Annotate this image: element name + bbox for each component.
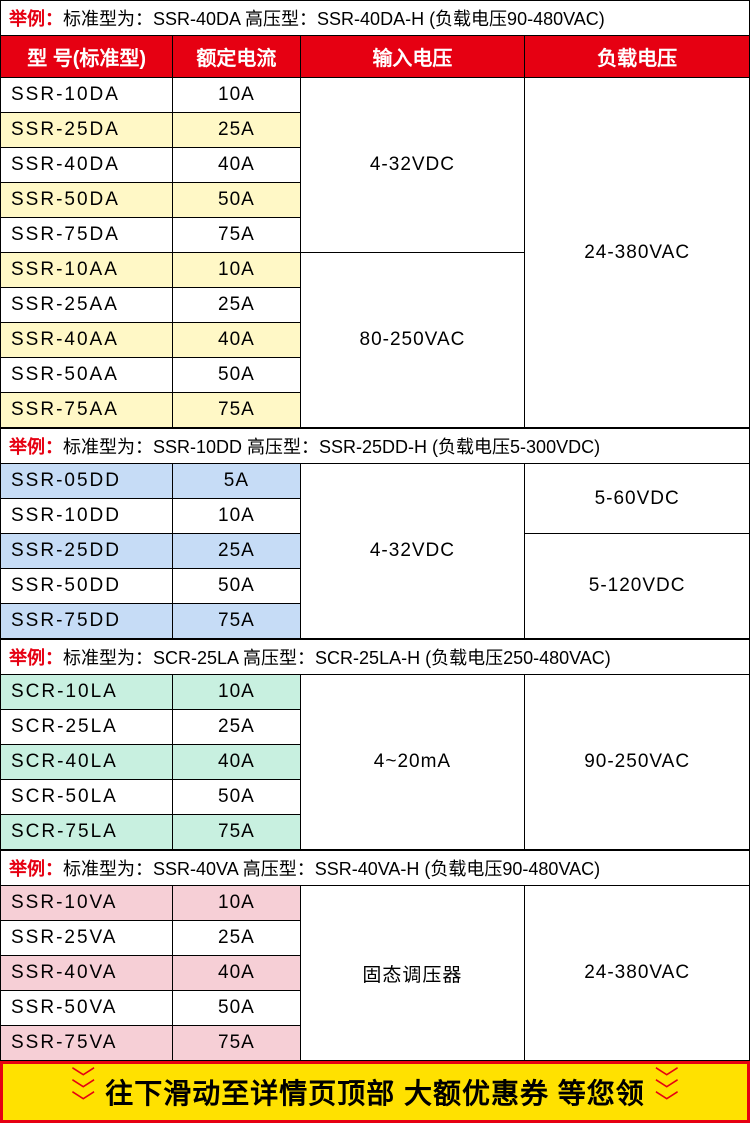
current-cell: 10A [173,675,300,710]
table-row: SSR-10VA10A固态调压器24-380VAC [1,886,750,921]
table-header: 额定电流 [173,36,300,78]
current-cell: 50A [173,780,300,815]
model-cell: SSR-10DA [1,78,173,113]
current-cell: 10A [173,886,300,921]
current-cell: 5A [173,464,300,499]
current-cell: 25A [173,113,300,148]
current-cell: 25A [173,534,300,569]
table-row: SSR-10DA10A4-32VDC24-380VAC [1,78,750,113]
example-row: 举例：标准型为：SSR-40DA 高压型：SSR-40DA-H (负载电压90-… [0,0,750,35]
table-header: 负载电压 [525,36,750,78]
current-cell: 25A [173,921,300,956]
current-cell: 40A [173,323,300,358]
load-voltage-cell: 5-120VDC [525,534,750,639]
model-cell: SCR-10LA [1,675,173,710]
spec-table: SSR-10VA10A固态调压器24-380VACSSR-25VA25ASSR-… [0,885,750,1061]
model-cell: SSR-40DA [1,148,173,183]
spec-table: SSR-05DD5A4-32VDC5-60VDCSSR-10DD10ASSR-2… [0,463,750,639]
current-cell: 25A [173,288,300,323]
current-cell: 75A [173,815,300,850]
model-cell: SSR-10DD [1,499,173,534]
input-voltage-cell: 4~20mA [300,675,525,850]
model-cell: SSR-40VA [1,956,173,991]
model-cell: SSR-25AA [1,288,173,323]
current-cell: 25A [173,710,300,745]
current-cell: 40A [173,745,300,780]
model-cell: SSR-75DA [1,218,173,253]
input-voltage-cell: 固态调压器 [300,886,525,1061]
current-cell: 50A [173,569,300,604]
current-cell: 50A [173,358,300,393]
model-cell: SSR-75AA [1,393,173,428]
model-cell: SSR-25DA [1,113,173,148]
chevron-down-icon: ﹀﹀﹀ [71,1074,95,1110]
example-label: 举例： [9,859,63,879]
load-voltage-cell: 24-380VAC [525,886,750,1061]
current-cell: 75A [173,393,300,428]
spec-table: 型 号(标准型)额定电流输入电压负载电压SSR-10DA10A4-32VDC24… [0,35,750,428]
current-cell: 50A [173,991,300,1026]
example-row: 举例：标准型为：SCR-25LA 高压型：SCR-25LA-H (负载电压250… [0,639,750,674]
current-cell: 75A [173,1026,300,1061]
table-header: 型 号(标准型) [1,36,173,78]
example-row: 举例：标准型为：SSR-10DD 高压型：SSR-25DD-H (负载电压5-3… [0,428,750,463]
model-cell: SSR-50DD [1,569,173,604]
example-label: 举例： [9,437,63,457]
input-voltage-cell: 4-32VDC [300,78,525,253]
spec-table: SCR-10LA10A4~20mA90-250VACSCR-25LA25ASCR… [0,674,750,850]
model-cell: SSR-40AA [1,323,173,358]
current-cell: 75A [173,218,300,253]
current-cell: 50A [173,183,300,218]
model-cell: SSR-50AA [1,358,173,393]
current-cell: 40A [173,148,300,183]
model-cell: SSR-10VA [1,886,173,921]
footer-banner: ﹀﹀﹀ 往下滑动至详情页顶部 大额优惠券 等您领 ﹀﹀﹀ [0,1061,750,1123]
model-cell: SSR-25VA [1,921,173,956]
model-cell: SSR-25DD [1,534,173,569]
input-voltage-cell: 4-32VDC [300,464,525,639]
table-row: SCR-10LA10A4~20mA90-250VAC [1,675,750,710]
example-text: 标准型为：SSR-40DA 高压型：SSR-40DA-H (负载电压90-480… [63,9,605,29]
load-voltage-cell: 24-380VAC [525,78,750,428]
example-text: 标准型为：SSR-40VA 高压型：SSR-40VA-H (负载电压90-480… [63,859,600,879]
model-cell: SSR-75DD [1,604,173,639]
load-voltage-cell: 90-250VAC [525,675,750,850]
example-text: 标准型为：SSR-10DD 高压型：SSR-25DD-H (负载电压5-300V… [63,437,600,457]
model-cell: SCR-40LA [1,745,173,780]
model-cell: SCR-75LA [1,815,173,850]
model-cell: SSR-50VA [1,991,173,1026]
load-voltage-cell: 5-60VDC [525,464,750,534]
model-cell: SSR-05DD [1,464,173,499]
chevron-down-icon: ﹀﹀﹀ [655,1074,679,1110]
current-cell: 10A [173,78,300,113]
example-label: 举例： [9,9,63,29]
example-label: 举例： [9,648,63,668]
current-cell: 40A [173,956,300,991]
model-cell: SSR-50DA [1,183,173,218]
model-cell: SCR-25LA [1,710,173,745]
footer-text: 往下滑动至详情页顶部 大额优惠券 等您领 [105,1072,645,1112]
table-header: 输入电压 [300,36,525,78]
model-cell: SCR-50LA [1,780,173,815]
input-voltage-cell: 80-250VAC [300,253,525,428]
example-row: 举例：标准型为：SSR-40VA 高压型：SSR-40VA-H (负载电压90-… [0,850,750,885]
model-cell: SSR-75VA [1,1026,173,1061]
current-cell: 10A [173,253,300,288]
model-cell: SSR-10AA [1,253,173,288]
current-cell: 10A [173,499,300,534]
current-cell: 75A [173,604,300,639]
example-text: 标准型为：SCR-25LA 高压型：SCR-25LA-H (负载电压250-48… [63,648,611,668]
table-row: SSR-05DD5A4-32VDC5-60VDC [1,464,750,499]
